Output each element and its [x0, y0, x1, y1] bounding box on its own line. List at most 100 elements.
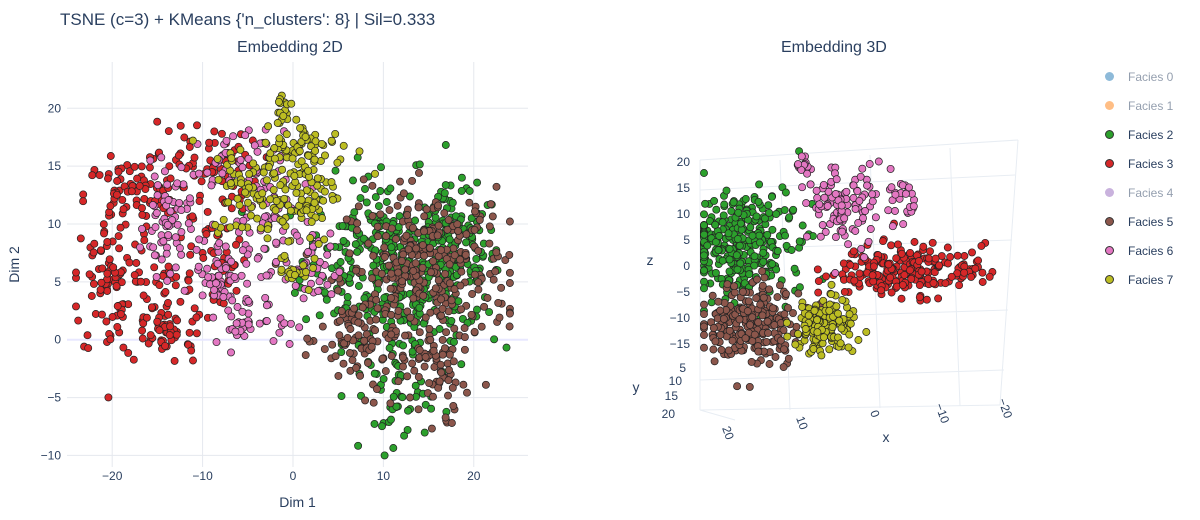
x-tick-label: 20	[467, 469, 481, 483]
data-point	[387, 224, 396, 233]
legend-item[interactable]: Facies 0	[1105, 62, 1173, 91]
data-point	[703, 241, 712, 250]
legend-item[interactable]: Facies 6	[1105, 236, 1173, 265]
x-tick-label: 20	[719, 424, 737, 442]
data-point	[420, 251, 429, 260]
data-point	[310, 191, 319, 200]
data-point	[376, 210, 385, 219]
data-point	[164, 196, 173, 205]
series-facies-7	[188, 91, 379, 294]
data-point	[367, 342, 376, 351]
y-tick-label: 15	[665, 389, 679, 403]
data-point	[879, 237, 887, 246]
data-point	[198, 291, 207, 300]
data-point	[278, 165, 287, 174]
data-point	[343, 293, 352, 301]
data-point	[165, 331, 174, 340]
data-point	[304, 286, 313, 294]
data-point	[211, 221, 220, 229]
data-point	[474, 278, 483, 287]
z-tick-label: −10	[670, 311, 691, 325]
data-point	[776, 336, 785, 345]
data-point	[846, 261, 855, 269]
data-point	[715, 232, 724, 240]
data-point	[150, 263, 159, 272]
data-point	[172, 330, 181, 339]
data-point	[845, 310, 854, 319]
legend-item[interactable]: Facies 7	[1105, 265, 1173, 294]
data-point	[74, 316, 83, 325]
data-point	[184, 276, 193, 285]
legend-item[interactable]: Facies 3	[1105, 149, 1173, 178]
data-point	[149, 243, 158, 252]
data-point	[286, 206, 295, 215]
data-point	[891, 207, 899, 215]
data-point	[415, 346, 424, 355]
data-point	[114, 232, 123, 241]
data-point	[700, 251, 708, 260]
data-point	[832, 302, 841, 311]
data-point	[724, 346, 733, 355]
data-point	[735, 315, 744, 324]
data-point	[399, 362, 407, 371]
x-tick-label: 10	[377, 469, 391, 483]
legend-item[interactable]: Facies 4	[1105, 178, 1173, 207]
data-point	[322, 295, 331, 304]
data-point	[823, 202, 832, 210]
data-point	[953, 269, 962, 278]
data-point	[351, 240, 360, 249]
series-facies-2	[700, 147, 827, 327]
data-point	[171, 263, 180, 272]
x-tick-label: −20	[995, 396, 1015, 420]
legend-item[interactable]: Facies 2	[1105, 120, 1173, 149]
data-point	[361, 396, 370, 405]
data-point	[809, 345, 818, 353]
data-point	[127, 187, 136, 196]
data-point	[714, 246, 723, 255]
data-point	[343, 333, 352, 342]
data-point	[758, 281, 767, 290]
data-point	[716, 306, 725, 315]
data-point	[398, 353, 407, 362]
data-point	[436, 360, 445, 369]
data-point	[282, 130, 291, 139]
data-point	[798, 183, 807, 192]
legend-marker-icon	[1105, 130, 1114, 139]
data-point	[711, 337, 720, 346]
data-point	[462, 238, 470, 247]
data-point	[246, 211, 255, 220]
data-point	[173, 220, 182, 229]
data-point	[505, 268, 514, 277]
legend-marker-icon	[1105, 246, 1114, 255]
data-point	[394, 268, 403, 277]
data-point	[832, 175, 841, 184]
legend-item[interactable]: Facies 1	[1105, 91, 1173, 120]
data-point	[87, 292, 96, 300]
data-point	[210, 127, 219, 136]
data-point	[935, 261, 944, 270]
data-point	[408, 359, 417, 368]
data-point	[790, 264, 799, 273]
legend-label: Facies 3	[1128, 156, 1174, 171]
data-point	[924, 274, 933, 283]
data-point	[480, 302, 489, 311]
data-point	[303, 334, 312, 343]
legend-item[interactable]: Facies 5	[1105, 207, 1173, 236]
data-point	[971, 264, 980, 273]
data-point	[450, 251, 459, 260]
z-tick-label: 10	[677, 207, 691, 221]
data-point	[184, 219, 193, 228]
data-point	[886, 273, 895, 282]
plot-2d[interactable]: −20 −10 0 10 20 −10 −5 0 5 10 15 20 Dim 1 Dim 2	[6, 62, 528, 510]
data-point	[845, 330, 854, 339]
data-point	[352, 364, 361, 372]
data-point	[346, 325, 355, 333]
data-point	[290, 271, 299, 279]
data-point	[473, 305, 481, 314]
data-point	[819, 180, 828, 189]
data-point	[323, 280, 332, 289]
scene-gridline	[699, 369, 1005, 381]
data-point	[728, 336, 737, 345]
